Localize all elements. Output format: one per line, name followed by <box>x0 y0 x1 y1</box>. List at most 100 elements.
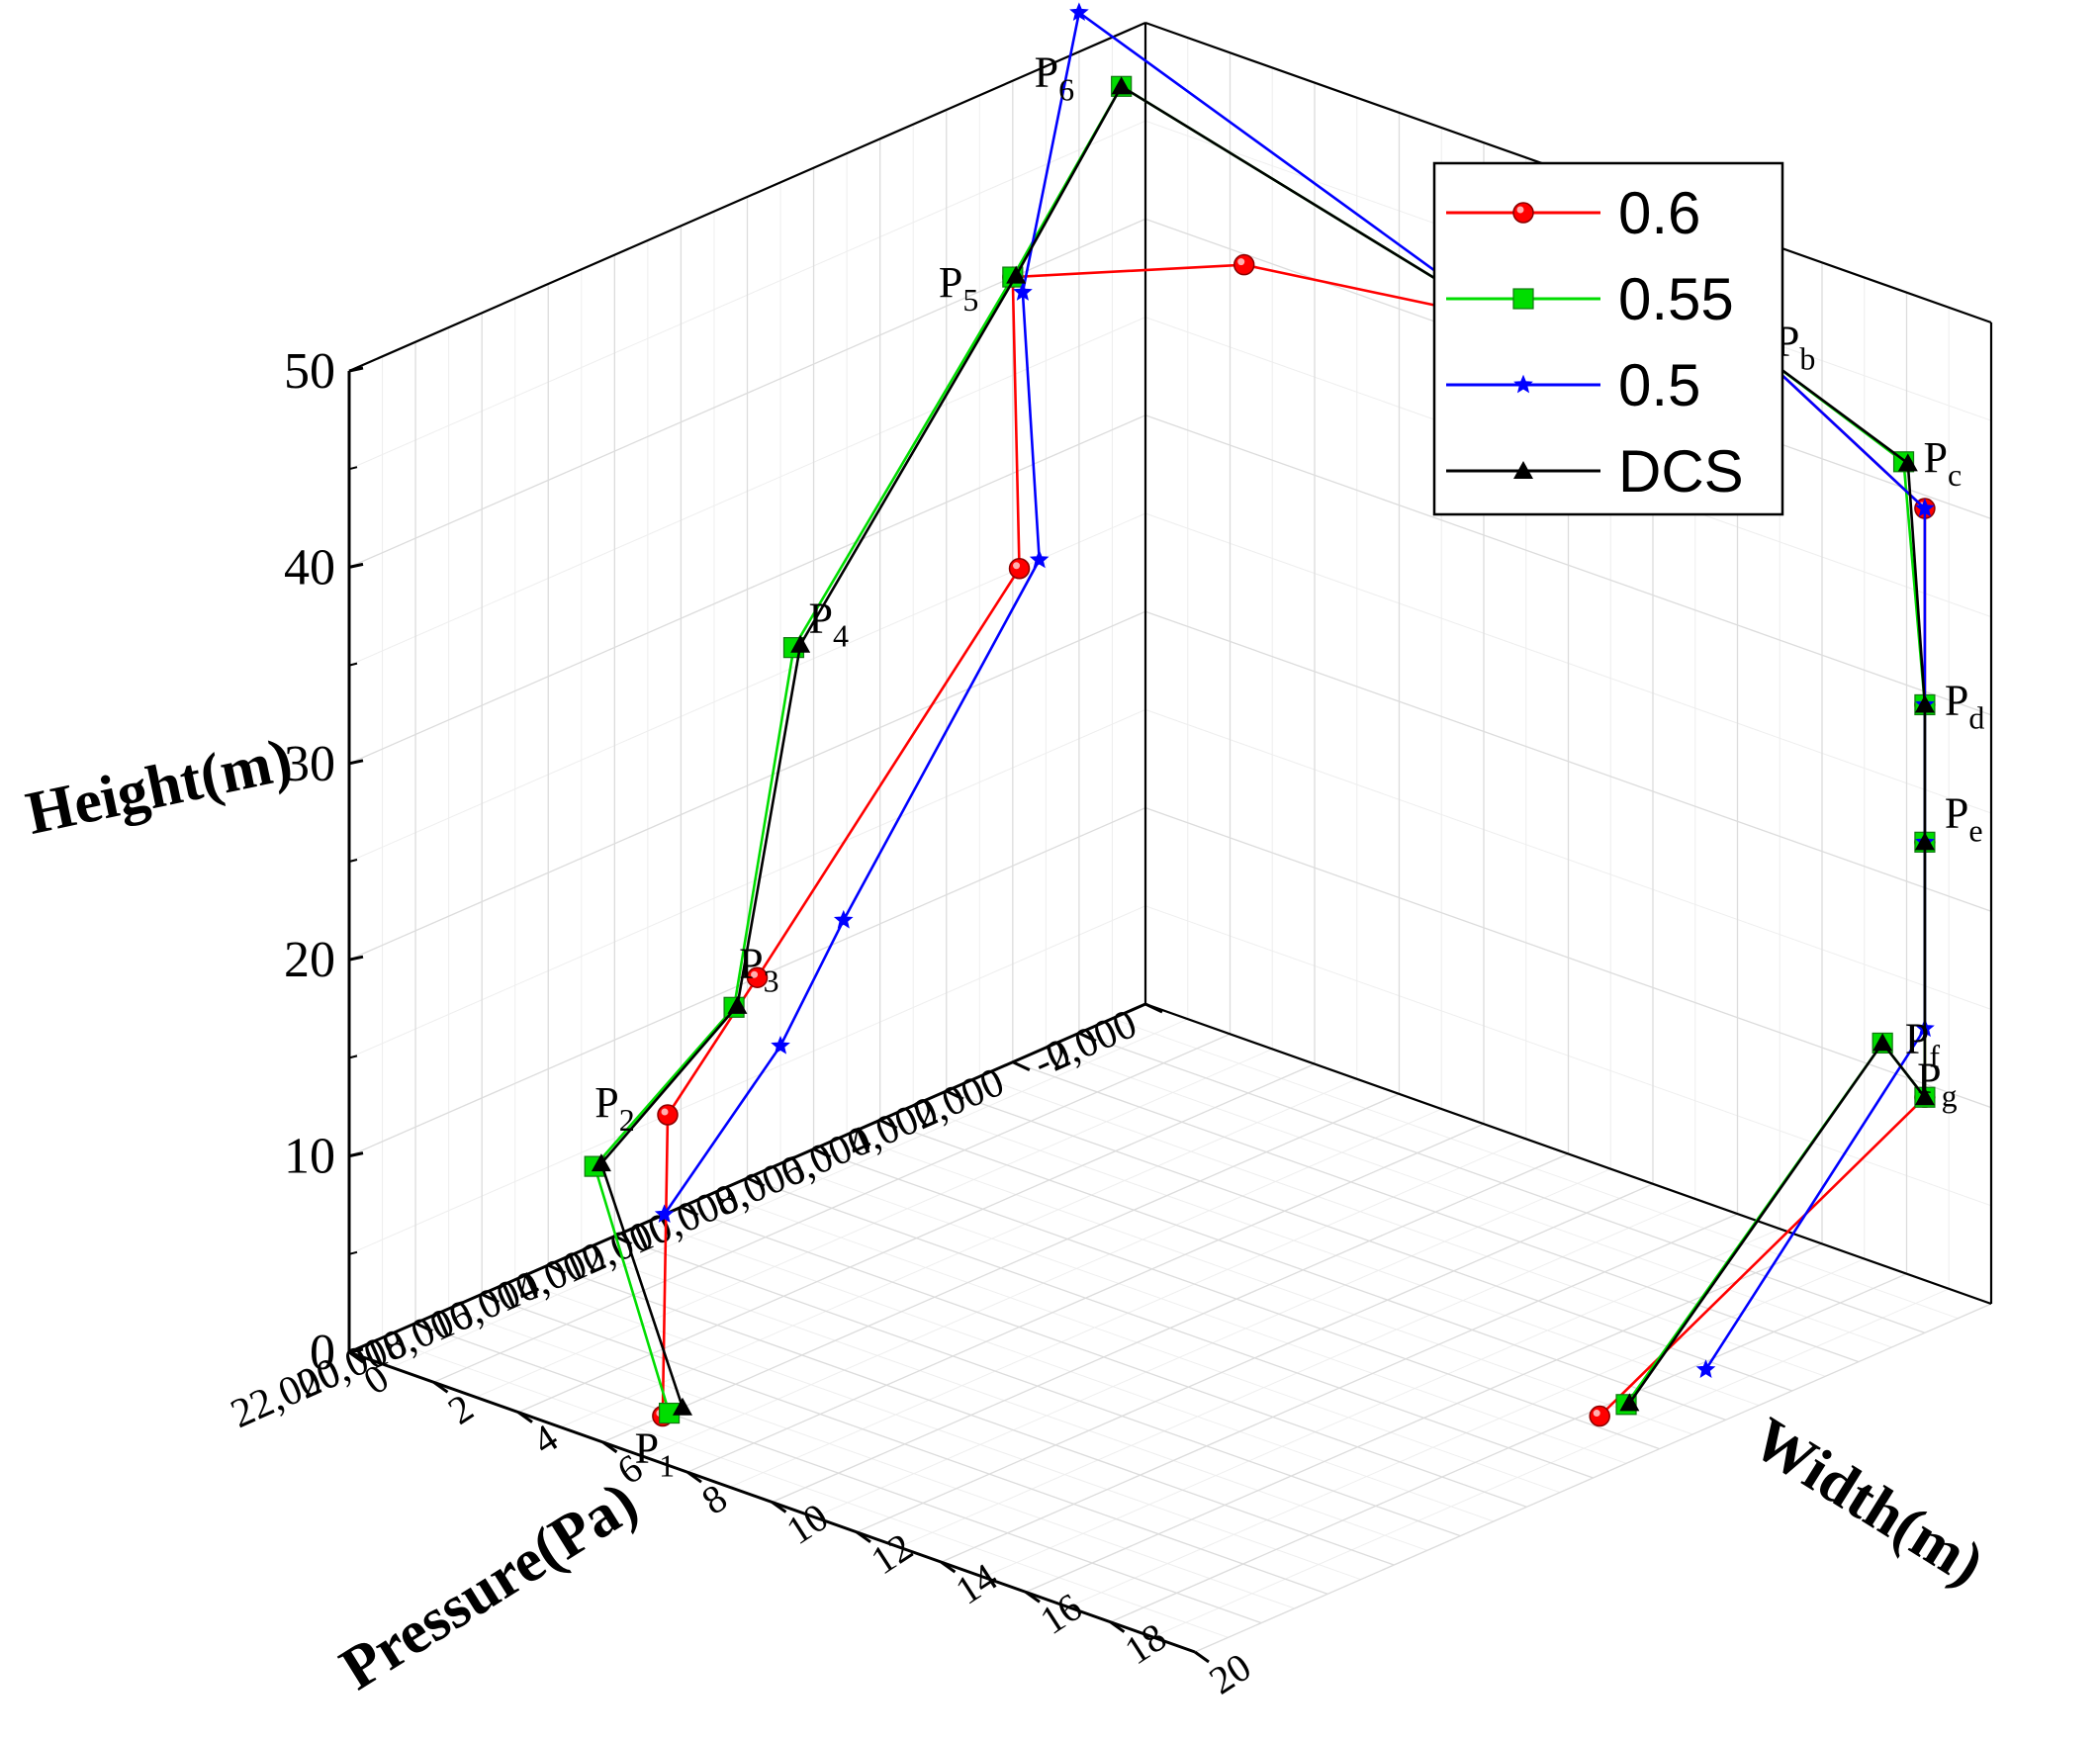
height-tick-label: 30 <box>284 736 335 792</box>
legend-box <box>1432 161 1784 516</box>
width-tick-label: 4 <box>524 1416 565 1464</box>
height-axis-title: Height(m) <box>21 726 298 848</box>
width-tick <box>1194 1650 1210 1664</box>
data-point-DCS-0 <box>673 1397 692 1416</box>
data-point-0.6-12-highlight <box>1593 1410 1600 1418</box>
data-point-DCS-2 <box>727 995 748 1014</box>
width-tick <box>1025 1591 1041 1604</box>
grid-line <box>348 414 1146 765</box>
width-tick-label: 16 <box>1032 1584 1089 1643</box>
point-label: P5 <box>939 258 978 318</box>
height-tick <box>348 759 364 766</box>
point-label-main: P <box>1945 788 1968 837</box>
axes <box>347 21 1993 1664</box>
data-point-0.6-3-highlight <box>1013 562 1021 570</box>
height-tick-label: 50 <box>284 343 335 400</box>
grid-line <box>1144 806 1992 1109</box>
width-tick <box>517 1411 533 1423</box>
data-point-0.6-2-highlight <box>751 970 759 978</box>
pressure-tick <box>481 1292 500 1304</box>
grid-line <box>1194 1303 1992 1653</box>
data-point-0.6-12 <box>1589 1405 1610 1427</box>
legend-swatch-marker <box>1512 288 1534 310</box>
width-tick-label: 8 <box>693 1475 734 1523</box>
point-label-main: P <box>808 595 832 643</box>
grid-line <box>1110 1273 1907 1623</box>
data-point-0.6-1-highlight <box>661 1108 669 1116</box>
point-label-sub: c <box>1948 457 1962 493</box>
height-minor-tick <box>348 662 358 667</box>
height-minor-tick <box>348 1250 358 1255</box>
height-tick-label: 40 <box>284 539 335 596</box>
data-point-DCS-12 <box>1872 1033 1893 1052</box>
width-tick-label: 18 <box>1117 1614 1174 1674</box>
axis-titles: Height(m) Pressure(Pa) Width(m) <box>21 726 1995 1703</box>
grid-line <box>941 1213 1738 1563</box>
point-label-main: P <box>1924 433 1948 482</box>
legend-label: 0.5 <box>1618 352 1700 418</box>
grid-line <box>1144 414 1992 716</box>
height-minor-tick <box>348 1055 358 1059</box>
data-point-0.5-4 <box>1013 282 1033 301</box>
width-tick-label: 10 <box>778 1495 836 1554</box>
point-label-main: P <box>1035 47 1058 96</box>
pressure-tick <box>680 1205 699 1217</box>
width-tick-label: 2 <box>440 1385 481 1433</box>
width-tick <box>432 1381 449 1394</box>
point-label: Pf <box>1905 1014 1940 1073</box>
point-label-sub: 1 <box>659 1448 675 1484</box>
width-tick <box>348 1350 364 1364</box>
point-label-main: P <box>594 1078 618 1127</box>
point-label-sub: f <box>1929 1038 1940 1073</box>
pressure-tick <box>746 1176 766 1188</box>
data-point-DCS-9 <box>1914 694 1935 713</box>
grid-line <box>348 610 1146 961</box>
series-lines <box>584 2 1936 1427</box>
point-label-sub: d <box>1968 699 1984 735</box>
pressure-tick <box>1144 1002 1163 1014</box>
height-tick-label: 0 <box>310 1325 335 1381</box>
data-point-DCS-11 <box>1914 1087 1935 1106</box>
pressure-tick <box>879 1118 898 1130</box>
legend-swatch-marker-highlight <box>1516 206 1524 214</box>
grid-line <box>602 1093 1400 1443</box>
height-tick-label: 10 <box>284 1129 335 1185</box>
width-tick <box>686 1470 702 1484</box>
data-point-DCS-1 <box>591 1153 611 1172</box>
data-point-0.5-2 <box>833 909 854 929</box>
point-label-main: P <box>1945 676 1968 724</box>
height-tick <box>348 1151 364 1158</box>
data-point-DCS-13 <box>1619 1393 1640 1412</box>
point-label: P2 <box>594 1078 634 1138</box>
data-point-0.6-3 <box>1008 557 1031 580</box>
pressure-tick <box>547 1263 566 1275</box>
data-point-0.5-0 <box>654 1204 675 1223</box>
point-label-sub: 3 <box>764 963 779 998</box>
point-label-sub: 2 <box>619 1102 635 1138</box>
point-label-sub: e <box>1968 812 1982 848</box>
legend-label: 0.55 <box>1618 266 1734 332</box>
grid-line <box>772 1152 1569 1504</box>
pressure-tick <box>812 1147 832 1159</box>
legend: 0.6 0.55 0.5 DCS <box>1432 161 1784 516</box>
pressure-axis-title: Pressure(Pa) <box>329 1468 649 1702</box>
point-label-sub: b <box>1799 340 1815 376</box>
width-tick-label: 12 <box>863 1524 920 1584</box>
grid-line <box>1025 1242 1823 1593</box>
data-point-0.5-5 <box>1069 2 1089 21</box>
point-label: Pc <box>1924 433 1963 493</box>
height-tick <box>348 366 364 373</box>
data-point-0.5-12 <box>1695 1359 1716 1378</box>
pressure-tick <box>1012 1060 1031 1072</box>
width-tick <box>771 1501 787 1514</box>
data-point-0.5-3 <box>1029 549 1050 569</box>
height-tick-label: 20 <box>284 932 335 988</box>
point-label-main: P <box>1905 1014 1929 1062</box>
width-axis-title: Width(m) <box>1741 1405 1995 1599</box>
point-label-main: P <box>739 939 763 987</box>
point-label: Pg <box>1917 1054 1957 1113</box>
grid-line <box>1144 610 1992 912</box>
legend-swatch-marker <box>1512 202 1534 224</box>
point-label: P3 <box>739 939 778 998</box>
